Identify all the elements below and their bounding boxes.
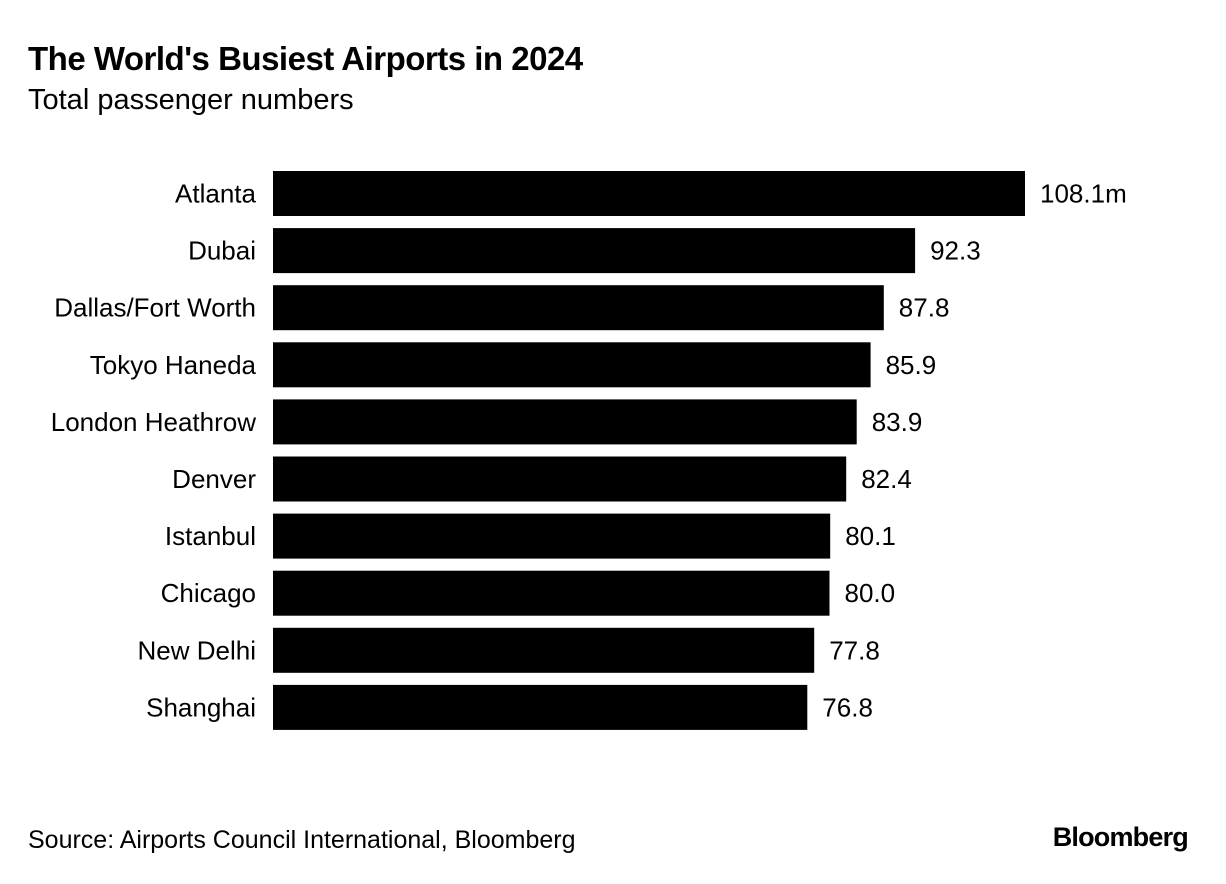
bar-istanbul — [273, 513, 831, 559]
category-label: Shanghai — [146, 692, 256, 722]
value-label: 108.1m — [1040, 179, 1127, 209]
chart-title: The World's Busiest Airports in 2024 — [28, 40, 583, 77]
value-label: 80.1 — [845, 521, 896, 551]
value-label: 85.9 — [886, 350, 937, 380]
category-label: Dubai — [188, 236, 256, 266]
category-label: Dallas/Fort Worth — [54, 293, 256, 323]
bar-dallas-fort-worth — [273, 285, 884, 331]
value-label: 92.3 — [930, 236, 981, 266]
category-label: Denver — [172, 464, 256, 494]
category-label: New Delhi — [138, 635, 257, 665]
category-label: Atlanta — [175, 179, 256, 209]
bar-shanghai — [273, 684, 808, 730]
category-label: Istanbul — [165, 521, 256, 551]
bar-new-delhi — [273, 627, 815, 673]
category-label: London Heathrow — [51, 407, 256, 437]
value-label: 80.0 — [845, 578, 896, 608]
chart-subtitle: Total passenger numbers — [28, 84, 354, 116]
value-label: 76.8 — [822, 692, 873, 722]
bar-dubai — [273, 228, 916, 274]
category-label: Tokyo Haneda — [90, 350, 257, 380]
bar-london-heathrow — [273, 399, 857, 445]
value-label: 87.8 — [899, 293, 950, 323]
bar-chicago — [273, 570, 830, 616]
bar-tokyo-haneda — [273, 342, 871, 388]
value-label: 77.8 — [829, 635, 880, 665]
source-note: Source: Airports Council International, … — [28, 826, 576, 854]
value-label: 83.9 — [872, 407, 923, 437]
category-label: Chicago — [161, 578, 256, 608]
bloomberg-logo: Bloomberg — [1052, 822, 1189, 852]
bar-denver — [273, 456, 847, 502]
value-label: 82.4 — [861, 464, 912, 494]
bar-atlanta — [273, 171, 1025, 216]
